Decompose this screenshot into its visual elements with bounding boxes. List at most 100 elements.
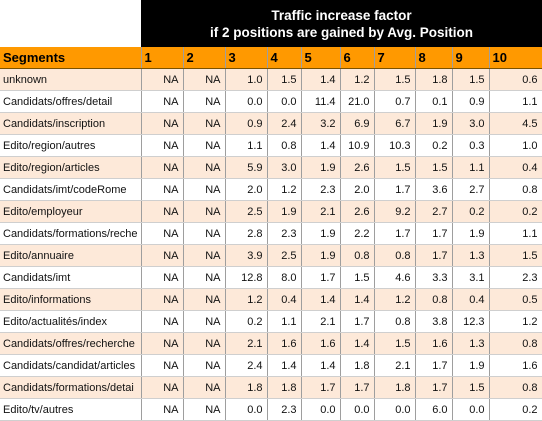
value-cell[interactable]: NA	[183, 310, 226, 333]
value-cell[interactable]: 0.4	[267, 288, 302, 311]
value-cell[interactable]: 3.6	[415, 178, 453, 201]
value-cell[interactable]: 0.3	[452, 134, 490, 157]
segment-cell[interactable]: Candidats/offres/detail	[0, 90, 142, 113]
empty-corner-cell[interactable]	[0, 0, 141, 47]
value-cell[interactable]: 0.9	[452, 90, 490, 113]
position-header-10[interactable]: 10	[489, 47, 542, 69]
value-cell[interactable]: 1.4	[340, 332, 375, 355]
value-cell[interactable]: 0.5	[489, 288, 542, 311]
value-cell[interactable]: 2.5	[267, 244, 302, 267]
value-cell[interactable]: 1.9	[452, 222, 490, 245]
value-cell[interactable]: 0.2	[489, 398, 542, 421]
value-cell[interactable]: 2.0	[225, 178, 268, 201]
value-cell[interactable]: 2.2	[340, 222, 375, 245]
value-cell[interactable]: 1.5	[374, 68, 416, 91]
value-cell[interactable]: 0.4	[452, 288, 490, 311]
value-cell[interactable]: 1.8	[225, 376, 268, 399]
value-cell[interactable]: 1.2	[225, 288, 268, 311]
value-cell[interactable]: NA	[141, 222, 184, 245]
value-cell[interactable]: NA	[183, 134, 226, 157]
value-cell[interactable]: 1.6	[415, 332, 453, 355]
value-cell[interactable]: 21.0	[340, 90, 375, 113]
value-cell[interactable]: 6.0	[415, 398, 453, 421]
value-cell[interactable]: 0.6	[489, 68, 542, 91]
value-cell[interactable]: 12.8	[225, 266, 268, 289]
value-cell[interactable]: 1.5	[340, 266, 375, 289]
value-cell[interactable]: 3.0	[267, 156, 302, 179]
position-header-1[interactable]: 1	[141, 47, 184, 69]
value-cell[interactable]: NA	[141, 332, 184, 355]
position-header-3[interactable]: 3	[225, 47, 268, 69]
value-cell[interactable]: 2.3	[267, 398, 302, 421]
value-cell[interactable]: 1.7	[301, 266, 341, 289]
value-cell[interactable]: 10.9	[340, 134, 375, 157]
value-cell[interactable]: 1.4	[267, 354, 302, 377]
position-header-8[interactable]: 8	[415, 47, 453, 69]
value-cell[interactable]: NA	[141, 68, 184, 91]
value-cell[interactable]: 2.1	[301, 200, 341, 223]
value-cell[interactable]: 1.5	[415, 156, 453, 179]
segment-cell[interactable]: Edito/tv/autres	[0, 398, 142, 421]
position-header-9[interactable]: 9	[452, 47, 490, 69]
value-cell[interactable]: 1.8	[340, 354, 375, 377]
value-cell[interactable]: 1.5	[452, 68, 490, 91]
value-cell[interactable]: 0.8	[374, 244, 416, 267]
value-cell[interactable]: 1.4	[301, 354, 341, 377]
value-cell[interactable]: 0.8	[415, 288, 453, 311]
value-cell[interactable]: 0.4	[489, 156, 542, 179]
value-cell[interactable]: NA	[183, 200, 226, 223]
segment-cell[interactable]: Edito/annuaire	[0, 244, 142, 267]
value-cell[interactable]: 1.7	[340, 310, 375, 333]
value-cell[interactable]: 0.0	[374, 398, 416, 421]
value-cell[interactable]: 0.8	[489, 178, 542, 201]
position-header-6[interactable]: 6	[340, 47, 375, 69]
value-cell[interactable]: NA	[183, 266, 226, 289]
value-cell[interactable]: 0.2	[452, 200, 490, 223]
value-cell[interactable]: 1.1	[225, 134, 268, 157]
value-cell[interactable]: 6.9	[340, 112, 375, 135]
value-cell[interactable]: 6.7	[374, 112, 416, 135]
segment-cell[interactable]: Candidats/formations/detai	[0, 376, 142, 399]
value-cell[interactable]: 1.7	[415, 222, 453, 245]
value-cell[interactable]: 0.2	[415, 134, 453, 157]
value-cell[interactable]: 0.2	[489, 200, 542, 223]
value-cell[interactable]: NA	[141, 90, 184, 113]
value-cell[interactable]: 1.7	[374, 178, 416, 201]
value-cell[interactable]: 2.1	[301, 310, 341, 333]
segment-cell[interactable]: Candidats/formations/reche	[0, 222, 142, 245]
value-cell[interactable]: NA	[141, 310, 184, 333]
value-cell[interactable]: 2.4	[225, 354, 268, 377]
value-cell[interactable]: 0.9	[225, 112, 268, 135]
value-cell[interactable]: 1.8	[267, 376, 302, 399]
value-cell[interactable]: NA	[183, 354, 226, 377]
value-cell[interactable]: 0.8	[267, 134, 302, 157]
value-cell[interactable]: 2.3	[489, 266, 542, 289]
value-cell[interactable]: 1.3	[452, 332, 490, 355]
value-cell[interactable]: 1.6	[489, 354, 542, 377]
value-cell[interactable]: 2.1	[225, 332, 268, 355]
value-cell[interactable]: 2.4	[267, 112, 302, 135]
value-cell[interactable]: NA	[141, 156, 184, 179]
value-cell[interactable]: NA	[183, 288, 226, 311]
value-cell[interactable]: 1.5	[489, 244, 542, 267]
value-cell[interactable]: 0.0	[452, 398, 490, 421]
value-cell[interactable]: 5.9	[225, 156, 268, 179]
segment-cell[interactable]: Candidats/offres/recherche	[0, 332, 142, 355]
value-cell[interactable]: NA	[183, 398, 226, 421]
value-cell[interactable]: 1.7	[415, 354, 453, 377]
value-cell[interactable]: NA	[183, 332, 226, 355]
table-title[interactable]: Traffic increase factor if 2 positions a…	[141, 0, 542, 47]
value-cell[interactable]: 1.3	[452, 244, 490, 267]
value-cell[interactable]: 1.8	[374, 376, 416, 399]
value-cell[interactable]: 12.3	[452, 310, 490, 333]
value-cell[interactable]: 2.7	[452, 178, 490, 201]
value-cell[interactable]: 0.0	[225, 90, 268, 113]
segment-cell[interactable]: Edito/informations	[0, 288, 142, 311]
value-cell[interactable]: 1.7	[301, 376, 341, 399]
value-cell[interactable]: 1.7	[374, 222, 416, 245]
value-cell[interactable]: NA	[141, 376, 184, 399]
value-cell[interactable]: 4.5	[489, 112, 542, 135]
value-cell[interactable]: NA	[141, 178, 184, 201]
segment-cell[interactable]: unknown	[0, 68, 142, 91]
value-cell[interactable]: 0.8	[374, 310, 416, 333]
